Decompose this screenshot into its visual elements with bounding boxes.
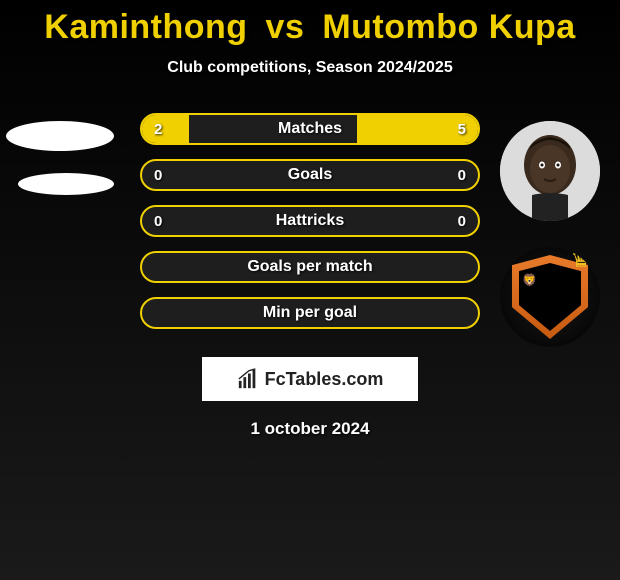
player2-club-badge: ♛ 🦁 — [500, 247, 600, 347]
stat-label: Matches — [142, 120, 478, 138]
comparison-title: Kaminthong vs Mutombo Kupa — [0, 0, 620, 47]
player1-placeholder-bottom — [18, 173, 114, 195]
stat-label: Goals per match — [142, 258, 478, 276]
stat-row: 25Matches — [140, 113, 480, 145]
stat-row: 00Goals — [140, 159, 480, 191]
player2-name: Mutombo Kupa — [322, 8, 575, 46]
crown-icon: ♛ — [570, 247, 592, 274]
lion-icon: 🦁 — [522, 273, 537, 287]
stat-bars: 25Matches 00Goals 00Hattricks Goals per mat… — [140, 113, 480, 343]
player1-avatar-area — [6, 121, 114, 195]
stat-row: Min per goal — [140, 297, 480, 329]
watermark: FcTables.com — [202, 357, 418, 401]
player-face-icon — [500, 121, 600, 221]
stat-row: Goals per match — [140, 251, 480, 283]
player2-avatar — [500, 121, 600, 221]
player2-avatar-area: ♛ 🦁 — [500, 121, 600, 347]
chart-icon — [237, 368, 259, 390]
comparison-body: ♛ 🦁 25Matches 00Goals 00Hattricks Goals per… — [0, 113, 620, 353]
stat-row: 00Hattricks — [140, 205, 480, 237]
player1-name: Kaminthong — [44, 8, 247, 46]
subtitle: Club competitions, Season 2024/2025 — [0, 59, 620, 77]
watermark-text: FcTables.com — [265, 369, 384, 390]
vs-text: vs — [266, 8, 305, 46]
stat-label: Min per goal — [142, 304, 478, 322]
stat-label: Goals — [142, 166, 478, 184]
stat-label: Hattricks — [142, 212, 478, 230]
player1-placeholder-top — [6, 121, 114, 151]
date-text: 1 october 2024 — [0, 419, 620, 439]
